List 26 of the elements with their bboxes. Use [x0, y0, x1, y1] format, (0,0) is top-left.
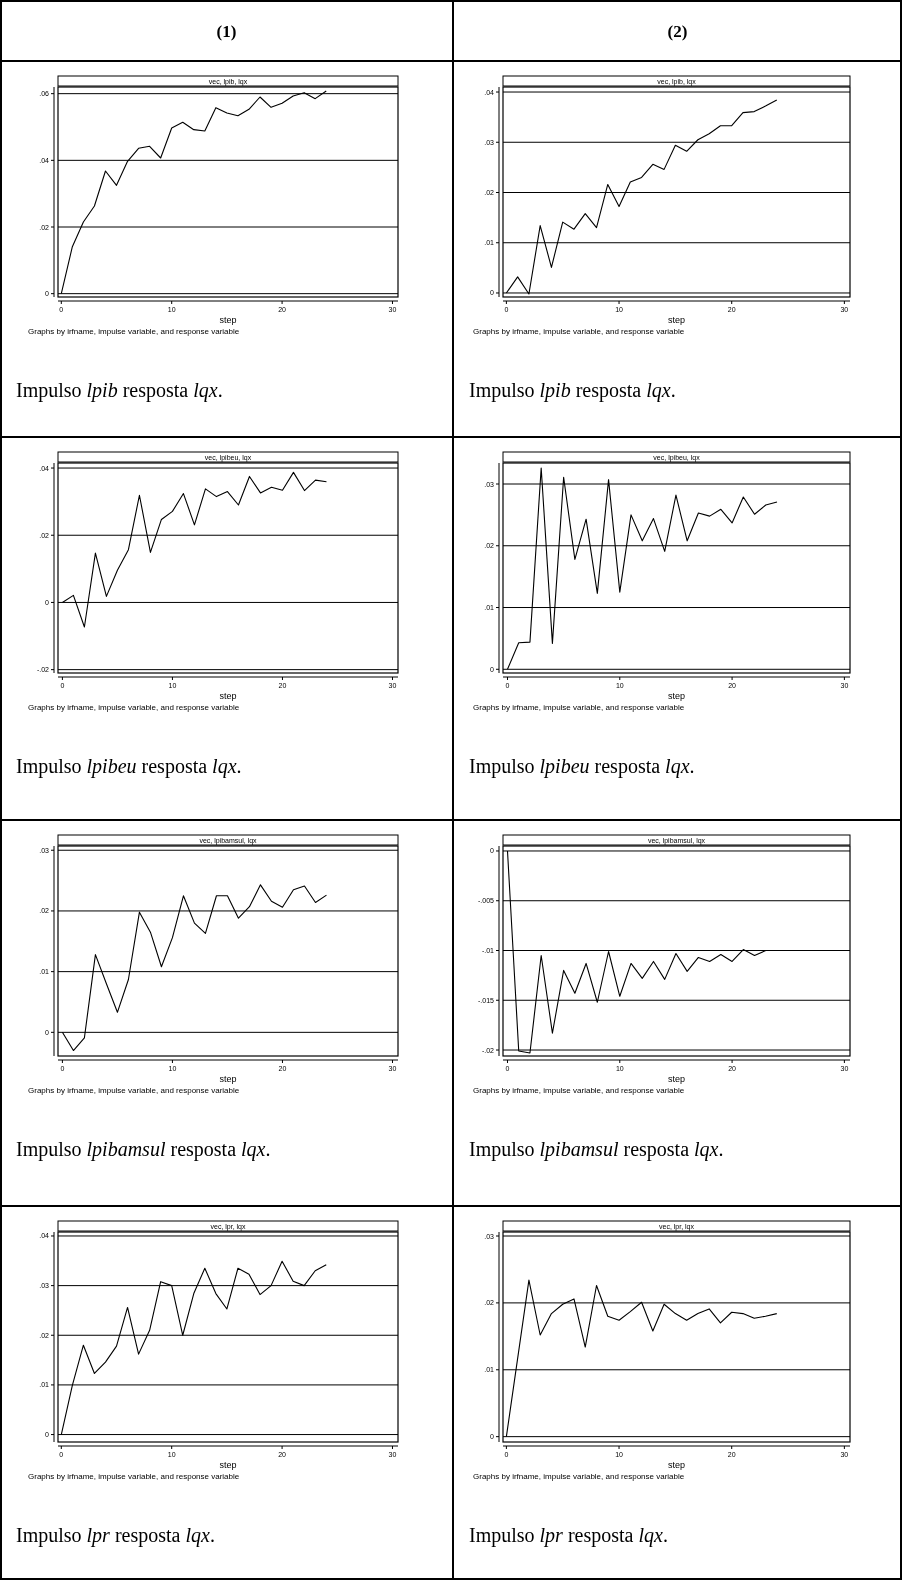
text: Graphs by irfname, impulse variable, and response variable [28, 327, 240, 336]
text: Graphs by irfname, impulse variable, and response variable [473, 1086, 685, 1095]
text: Graphs by irfname, impulse variable, and response variable [28, 703, 240, 712]
text: Impulso lpib resposta lqx. [469, 379, 676, 402]
x-axis-title: step [219, 691, 237, 701]
x-axis-title: step [667, 315, 686, 325]
x-axis-title: step [219, 1074, 237, 1084]
text: Graphs by irfname, impulse variable, and response variable [28, 1086, 240, 1095]
text: Impulso lpibamsul resposta lqx. [469, 1138, 724, 1161]
text: Graphs by irfname, impulse variable, and response variable [28, 1472, 240, 1481]
text: Impulso lpr resposta lqx. [16, 1524, 215, 1547]
x-axis-title: step [667, 1460, 686, 1470]
text: Impulso lpibeu resposta lqx. [16, 755, 242, 778]
text: Impulso lpib resposta lqx. [16, 379, 223, 402]
text: Graphs by irfname, impulse variable, and response variable [473, 1472, 685, 1481]
text: Impulso lpibeu resposta lqx. [469, 755, 695, 778]
text: Graphs by irfname, impulse variable, and response variable [473, 327, 685, 336]
text: Impulso lpr resposta lqx. [469, 1524, 668, 1547]
chart-title: (2) [667, 21, 688, 41]
chart-title: (1) [216, 21, 237, 41]
text: Impulso lpibamsul resposta lqx. [16, 1138, 271, 1161]
x-axis-title: step [667, 691, 686, 701]
x-axis-title: step [219, 1460, 237, 1470]
x-axis-title: step [667, 1074, 686, 1084]
x-axis-title: step [219, 315, 237, 325]
text: Graphs by irfname, impulse variable, and response variable [473, 703, 685, 712]
